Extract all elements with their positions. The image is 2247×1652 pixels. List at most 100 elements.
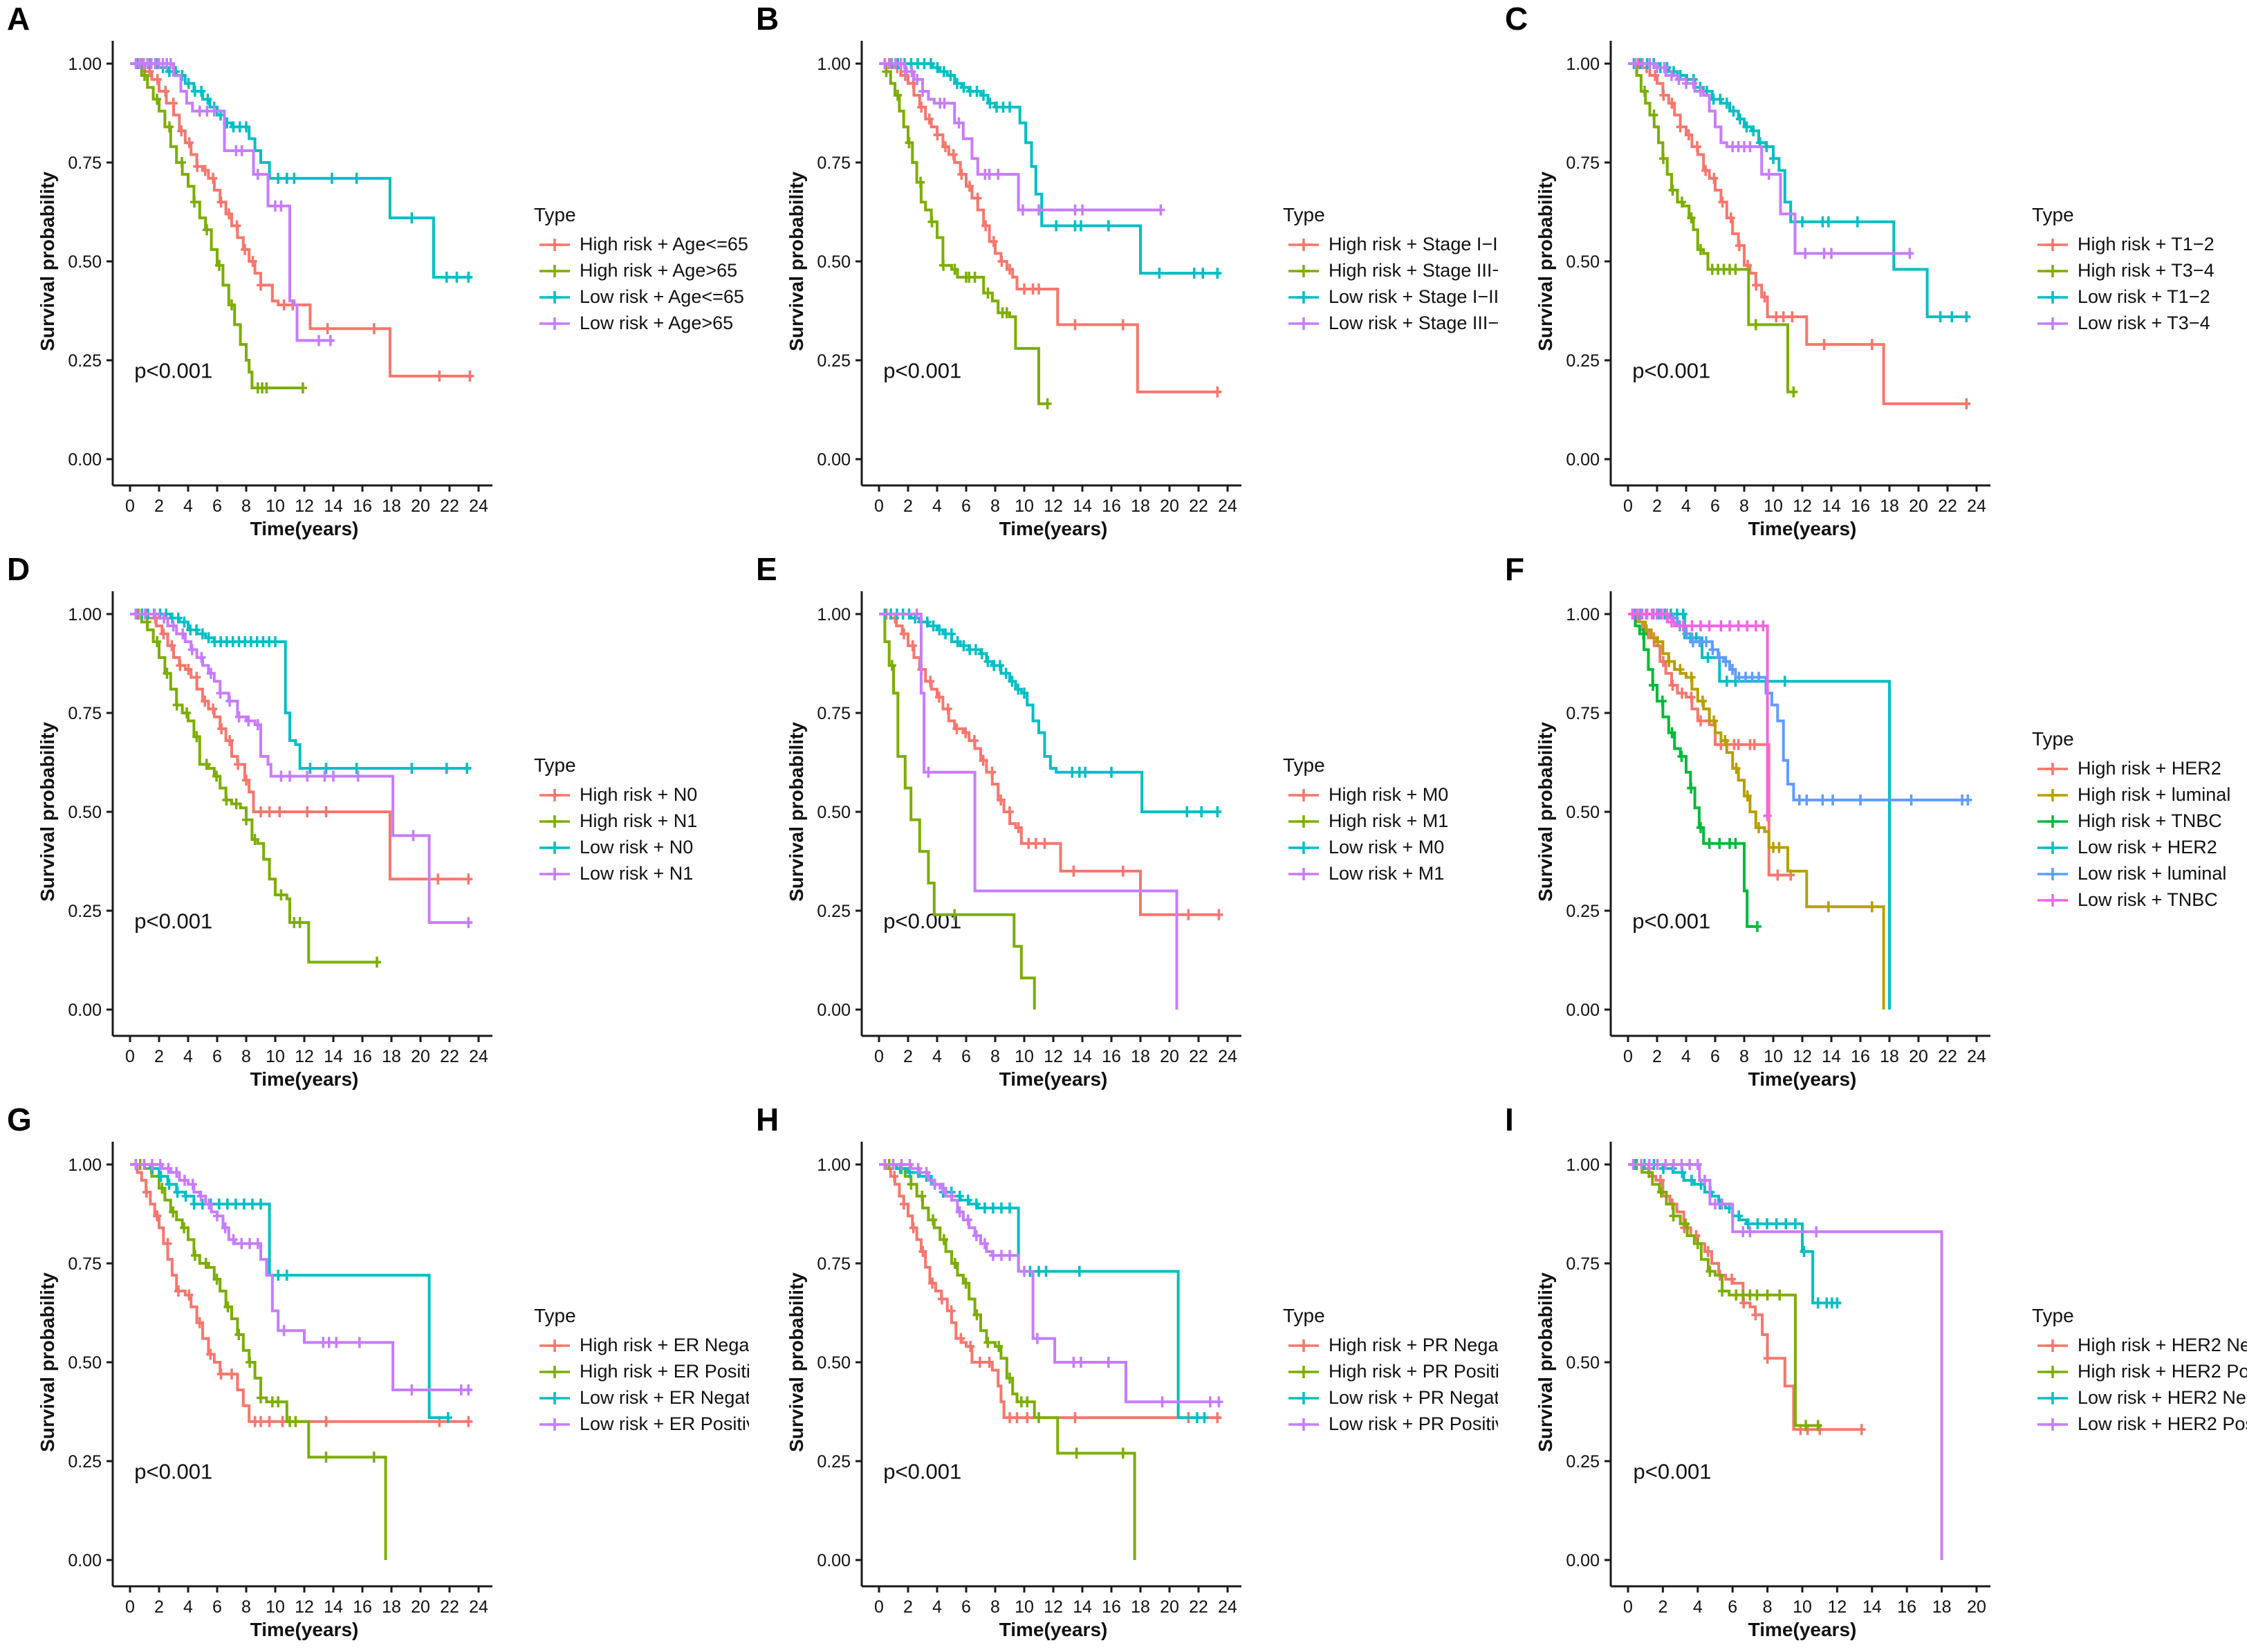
censor-mark <box>1718 196 1727 208</box>
censor-mark <box>185 137 194 149</box>
censor-mark <box>970 735 979 747</box>
censor-mark <box>369 1451 378 1463</box>
censor-mark <box>928 1277 937 1289</box>
censor-mark <box>1653 62 1661 73</box>
censor-mark <box>326 335 335 346</box>
censor-mark <box>187 644 196 656</box>
p-value-label: p<0.001 <box>1632 909 1710 934</box>
censor-mark <box>1020 284 1028 295</box>
censor-mark <box>1640 86 1649 98</box>
censor-mark <box>1033 1333 1042 1344</box>
censor-mark <box>997 794 1006 806</box>
censor-mark <box>1076 220 1085 232</box>
censor-mark <box>1006 1202 1014 1214</box>
x-tick-label: 4 <box>1693 1597 1703 1617</box>
y-tick-label: 0.00 <box>1566 1551 1600 1570</box>
censor-mark <box>237 145 246 156</box>
censor-mark <box>1107 766 1116 778</box>
km-curve <box>1628 62 1970 319</box>
censor-mark <box>435 370 444 382</box>
censor-mark <box>1668 679 1677 691</box>
x-tick-label: 12 <box>1793 1047 1812 1066</box>
y-tick-label: 0.50 <box>68 803 102 822</box>
censor-mark <box>1833 1297 1842 1309</box>
censor-mark <box>1075 1265 1084 1277</box>
x-tick-label: 10 <box>1015 1047 1034 1066</box>
censor-mark <box>1639 628 1648 640</box>
censor-mark <box>940 98 949 109</box>
x-tick-label: 4 <box>183 1597 193 1617</box>
censor-mark <box>1705 837 1714 849</box>
censor-mark <box>1668 185 1677 196</box>
legend-item-label: High risk + HER2 <box>2078 758 2221 779</box>
censor-mark <box>912 609 921 620</box>
censor-mark <box>1006 1372 1014 1384</box>
legend-item: High risk + Age>65 <box>539 260 737 281</box>
legend-item: Low risk + ER Negative <box>539 1387 749 1408</box>
censor-mark <box>271 636 279 648</box>
x-tick-label: 10 <box>266 496 285 516</box>
censor-mark <box>959 640 968 651</box>
censor-mark <box>1696 620 1705 632</box>
panel-I: 0.00 0.25 0.50 0.75 1.00 0 2 4 6 8 10 12 14 16 18 20 Sur… <box>1498 1101 2247 1651</box>
y-tick-label: 0.00 <box>817 450 851 470</box>
censor-mark <box>1687 692 1696 703</box>
legend-item: Low risk + M1 <box>1288 863 1444 884</box>
censor-mark <box>1002 307 1011 319</box>
censor-mark <box>1780 676 1789 687</box>
censor-mark <box>939 259 947 271</box>
censor-mark <box>985 1357 994 1368</box>
x-tick-label: 12 <box>1044 496 1063 516</box>
legend-item: High risk + Age<=65 <box>539 234 748 254</box>
censor-mark <box>1698 695 1707 707</box>
censor-mark <box>234 711 243 723</box>
censor-mark <box>926 58 935 69</box>
censor-mark <box>291 1416 300 1427</box>
y-axis-title: Survival probability <box>37 722 58 902</box>
y-tick-label: 1.00 <box>1566 605 1600 624</box>
censor-mark <box>282 172 291 184</box>
x-tick-label: 24 <box>469 1597 488 1617</box>
censor-mark <box>1014 683 1023 695</box>
censor-mark <box>909 1222 918 1234</box>
censor-mark <box>242 814 250 826</box>
panel-letter-H: H <box>756 1102 779 1138</box>
censor-mark <box>979 89 988 101</box>
x-tick-label: 22 <box>1189 1597 1208 1617</box>
x-tick-label: 0 <box>125 1047 135 1066</box>
censor-mark <box>1705 620 1714 632</box>
x-tick-label: 0 <box>874 1047 884 1066</box>
censor-mark <box>961 1277 970 1289</box>
censor-mark <box>153 73 162 85</box>
legend-item-label: High risk + HER2 Positive <box>2078 1361 2247 1382</box>
x-tick-label: 18 <box>382 1047 401 1066</box>
censor-mark <box>1677 1159 1686 1170</box>
km-curve <box>1628 1163 1820 1427</box>
censor-mark <box>1824 901 1833 913</box>
censor-mark <box>905 137 914 149</box>
censor-mark <box>352 172 361 184</box>
y-tick-label: 0.25 <box>68 902 102 921</box>
censor-mark <box>1681 1218 1690 1229</box>
panel-D: 0.00 0.25 0.50 0.75 1.00 0 2 4 6 8 10 12 14 16 18 20 22 2… <box>0 550 749 1101</box>
censor-mark <box>262 382 271 394</box>
censor-mark <box>1746 141 1755 153</box>
censor-mark <box>1213 268 1222 279</box>
censor-mark <box>1760 291 1769 303</box>
censor-mark <box>952 77 961 89</box>
censor-mark <box>956 1333 965 1344</box>
censor-mark <box>980 1238 989 1250</box>
censor-mark <box>1200 1412 1209 1424</box>
p-value-label: p<0.001 <box>1634 1460 1712 1484</box>
censor-mark <box>941 141 950 153</box>
censor-mark <box>465 370 474 382</box>
censor-mark <box>216 1368 225 1380</box>
censor-mark <box>192 624 201 635</box>
legend-key-cross-icon <box>2046 265 2059 277</box>
censor-mark <box>957 169 966 180</box>
censor-mark <box>407 763 416 774</box>
censor-mark <box>985 169 994 180</box>
censor-mark <box>973 192 982 204</box>
censor-mark <box>997 1202 1006 1214</box>
censor-mark <box>950 263 959 275</box>
